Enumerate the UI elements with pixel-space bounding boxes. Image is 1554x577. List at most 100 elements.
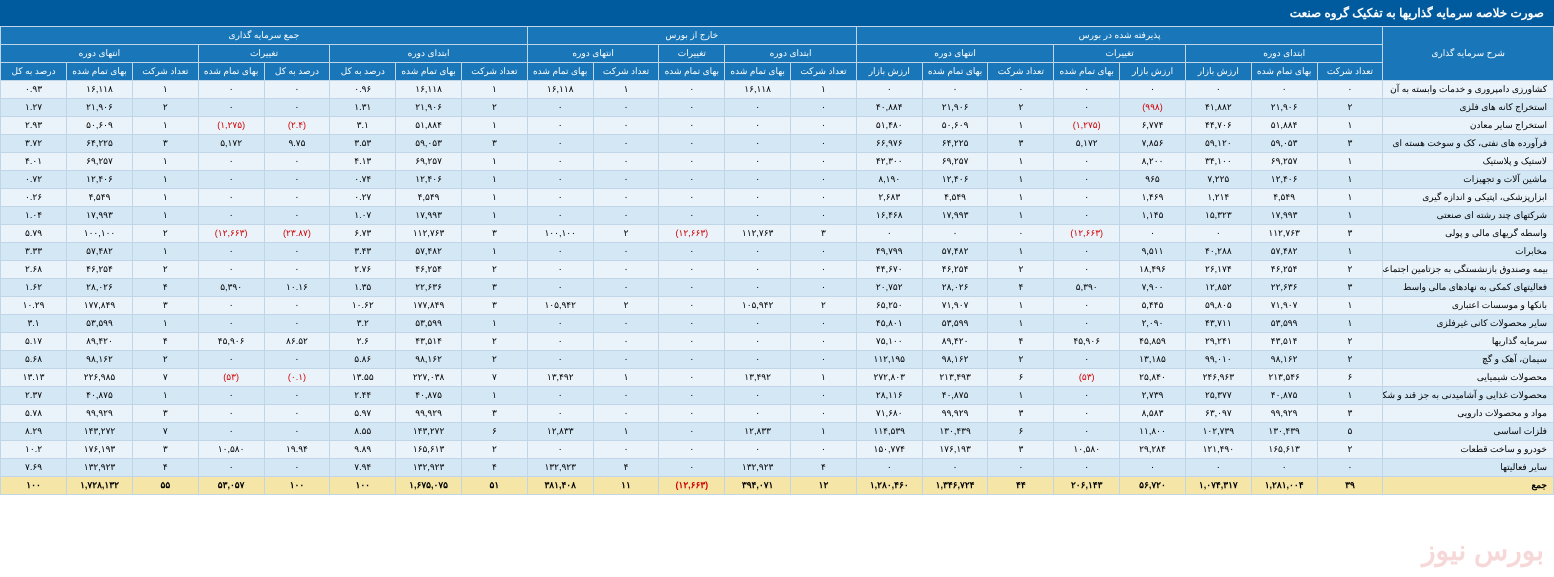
cell: ۰	[725, 333, 791, 351]
th-count: تعداد شرکت	[791, 63, 857, 81]
cell: ۲۰,۷۵۲	[856, 279, 922, 297]
cell: ۲۸,۱۱۶	[856, 387, 922, 405]
cell: ۴,۵۴۹	[1251, 189, 1317, 207]
cell: ۷۱,۹۰۷	[922, 297, 988, 315]
cell: ۴۳,۵۱۴	[1251, 333, 1317, 351]
cell: (۱,۲۷۵)	[1054, 117, 1120, 135]
cell: ۳	[461, 225, 527, 243]
cell: ۱	[593, 369, 659, 387]
cell: ۰	[659, 351, 725, 369]
cell: ۱۷۷,۸۴۹	[67, 297, 133, 315]
cell: ۱.۳۵	[330, 279, 396, 297]
table-row: بانکها و موسسات اعتباری۱۷۱,۹۰۷۵۹,۸۰۵۵,۴۴…	[1, 297, 1554, 315]
cell: ۲,۰۹۰	[1120, 315, 1186, 333]
cell: ۳	[132, 441, 198, 459]
cell: ۱۳.۵۵	[330, 369, 396, 387]
cell: ۵.۱۷	[1, 333, 67, 351]
cell: ۰	[1317, 459, 1383, 477]
cell: ۲.۳۷	[1, 387, 67, 405]
watermark: بورس نیوز	[1422, 534, 1544, 567]
cell: ۱	[988, 315, 1054, 333]
cell: ۱۲,۸۳۳	[527, 423, 593, 441]
cell: ۴۵,۹۰۶	[198, 333, 264, 351]
cell: ۰	[198, 261, 264, 279]
cell: ۲.۹۳	[1, 117, 67, 135]
th-cost: بهای تمام شده	[922, 63, 988, 81]
cell: ۳	[461, 405, 527, 423]
row-desc: فرآورده های نفتی، کک و سوخت هسته ای	[1383, 135, 1554, 153]
cell: ۰	[725, 243, 791, 261]
cell: ۹۶۵	[1120, 171, 1186, 189]
cell: ۰	[264, 99, 330, 117]
cell: ۱	[1317, 243, 1383, 261]
cell: ۰	[593, 279, 659, 297]
th-group-otc: خارج از بورس	[527, 27, 856, 45]
th-t-end: انتهای دوره	[1, 45, 199, 63]
cell: ۵,۱۷۲	[1054, 135, 1120, 153]
cell: ۶۴,۲۲۵	[67, 135, 133, 153]
cell: ۰	[725, 189, 791, 207]
cell: ۲۱,۹۰۶	[67, 99, 133, 117]
cell: ۰	[725, 117, 791, 135]
cell: ۰	[527, 171, 593, 189]
cell: ۰	[198, 171, 264, 189]
cell: ۰	[1054, 261, 1120, 279]
cell: ۰	[922, 81, 988, 99]
cell: ۰	[527, 99, 593, 117]
th-count: تعداد شرکت	[593, 63, 659, 81]
cell: ۲۸,۰۲۶	[67, 279, 133, 297]
cell: ۴۳,۵۱۴	[396, 333, 462, 351]
page-title: صورت خلاصه سرمایه گذاریها به تفکیک گروه …	[0, 0, 1554, 26]
cell: ۲	[461, 261, 527, 279]
cell: ۱۶,۱۱۸	[396, 81, 462, 99]
cell: ۱۰۰,۱۰۰	[527, 225, 593, 243]
th-market: ارزش بازار	[856, 63, 922, 81]
cell: ۲.۴۴	[330, 387, 396, 405]
row-desc: استخراج سایر معادن	[1383, 117, 1554, 135]
cell: ۴۰,۲۸۸	[1185, 243, 1251, 261]
row-desc: شرکتهای چند رشته ای صنعتی	[1383, 207, 1554, 225]
cell: ۱	[461, 315, 527, 333]
table-row: مواد و محصولات دارویی۳۹۹,۹۲۹۶۳,۰۹۷۸,۵۸۳۰…	[1, 405, 1554, 423]
cell: ۰	[659, 387, 725, 405]
th-cost: بهای تمام شده	[725, 63, 791, 81]
cell: ۰	[1185, 459, 1251, 477]
cell: ۰	[659, 243, 725, 261]
cell: ۴	[132, 459, 198, 477]
table-row: سیمان، آهک و گچ۲۹۸,۱۶۲۹۹,۰۱۰۱۳,۱۸۵۰۲۹۸,۱…	[1, 351, 1554, 369]
cell: ۰.۷۲	[1, 171, 67, 189]
row-desc: محصولات شیمیایی	[1383, 369, 1554, 387]
table-row: سایر فعالیتها۰۰۰۰۰۰۰۰۴۱۳۲,۹۲۳۰۴۱۳۲,۹۲۳۴۱…	[1, 459, 1554, 477]
cell: ۱۸,۴۹۶	[1120, 261, 1186, 279]
cell: ۰	[198, 315, 264, 333]
cell: ۴۴	[988, 477, 1054, 495]
investment-table: شرح سرمایه گذاری پذیرفته شده در بورس خار…	[0, 26, 1554, 495]
cell: ۶۴,۲۲۵	[922, 135, 988, 153]
cell: ۱۶,۱۱۸	[527, 81, 593, 99]
row-desc: بانکها و موسسات اعتباری	[1383, 297, 1554, 315]
cell: ۱	[988, 171, 1054, 189]
cell: ۳	[791, 225, 857, 243]
cell: ۲۲۶,۹۸۵	[67, 369, 133, 387]
cell: ۱.۰۷	[330, 207, 396, 225]
cell: ۰	[1251, 459, 1317, 477]
cell: ۰	[198, 297, 264, 315]
cell: ۰	[1120, 459, 1186, 477]
cell: ۰	[659, 135, 725, 153]
cell: ۳.۱	[1, 315, 67, 333]
cell: ۲	[461, 333, 527, 351]
cell: ۱,۲۸۰,۴۶۰	[856, 477, 922, 495]
cell: ۱۰۵,۹۴۲	[725, 297, 791, 315]
cell: ۰	[659, 261, 725, 279]
cell: ۵.۹۷	[330, 405, 396, 423]
cell: ۰	[527, 243, 593, 261]
cell: ۱۳,۴۹۲	[725, 369, 791, 387]
cell: ۵۷,۴۸۲	[922, 243, 988, 261]
cell: ۰	[1120, 81, 1186, 99]
cell: ۳	[132, 405, 198, 423]
cell: ۱	[132, 315, 198, 333]
cell: ۰	[198, 405, 264, 423]
cell: ۶۶,۹۷۶	[856, 135, 922, 153]
th-group-total: جمع سرمایه گذاری	[1, 27, 528, 45]
th-o-end: انتهای دوره	[527, 45, 659, 63]
